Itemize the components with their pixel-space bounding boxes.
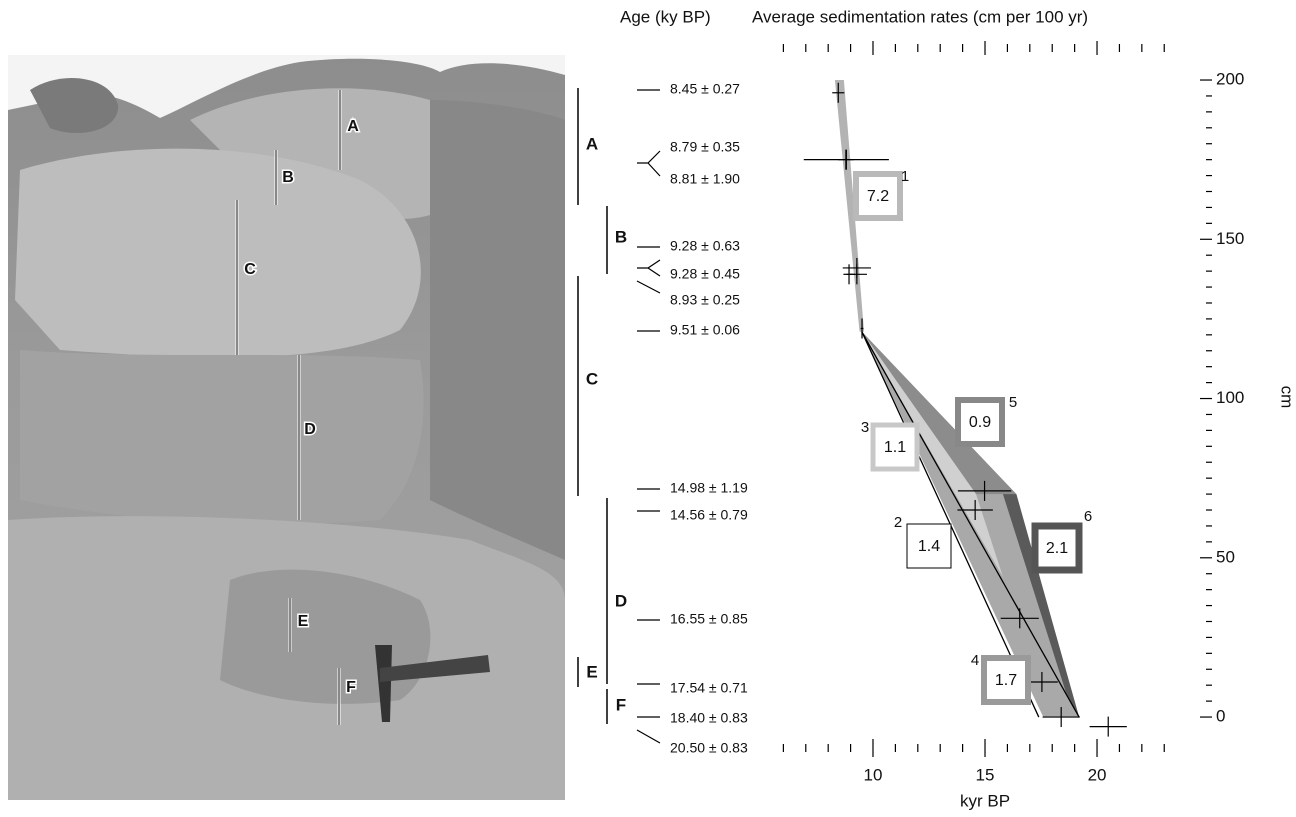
- rate-region: [1002, 494, 1080, 718]
- chart-title: Average sedimentation rates (cm per 100 …: [752, 7, 1088, 26]
- y-tick-label: 50: [1216, 547, 1235, 566]
- unit-label: F: [616, 695, 626, 714]
- age-label: 8.81 ± 1.90: [670, 171, 740, 187]
- x-tick-label: 20: [1088, 765, 1107, 784]
- unit-label: C: [586, 369, 598, 388]
- photo: [8, 55, 565, 800]
- rate-box: [853, 171, 903, 221]
- photo-label: E: [298, 613, 309, 630]
- age-label: 14.98 ± 1.19: [670, 480, 748, 496]
- age-label: 14.56 ± 0.79: [670, 507, 748, 523]
- photo-label: A: [347, 118, 359, 135]
- y-tick-label: 200: [1216, 70, 1244, 89]
- rate-box: [1031, 522, 1083, 574]
- connector: [636, 89, 661, 744]
- hammer-handle: [380, 655, 490, 682]
- rate-id: 3: [861, 419, 869, 436]
- photo-label: B: [282, 169, 294, 186]
- unit-label: B: [615, 227, 627, 246]
- x-tick-label: 10: [864, 765, 883, 784]
- rate-box: [981, 655, 1031, 705]
- rock: [15, 148, 421, 358]
- sky: [8, 55, 565, 118]
- photo-label: C: [244, 261, 256, 278]
- age-heading: Age (ky BP): [620, 7, 711, 26]
- x-tick-label: 15: [976, 765, 995, 784]
- rock: [430, 100, 565, 560]
- rate-region: [861, 331, 1017, 495]
- age-label: 16.55 ± 0.85: [670, 611, 748, 627]
- y-tick-label: 100: [1216, 388, 1244, 407]
- rock: [190, 88, 460, 219]
- unit-label: D: [615, 591, 627, 610]
- rate-value: 1.4: [918, 538, 940, 555]
- rate-value: 7.2: [867, 188, 889, 205]
- y-axis-label: cm: [1278, 386, 1296, 409]
- section-bars: [577, 88, 608, 724]
- photo-labels: A B C D E F: [235, 90, 361, 725]
- rate-line: [861, 331, 1080, 718]
- age-label: 9.28 ± 0.45: [670, 266, 740, 282]
- rate-box: [955, 397, 1005, 447]
- rock: [20, 350, 424, 524]
- age-label: 9.51 ± 0.06: [670, 322, 740, 338]
- unit-label: A: [586, 134, 598, 153]
- age-label: 20.50 ± 0.83: [670, 740, 748, 756]
- y-tick-label: 0: [1216, 707, 1225, 726]
- rate-id: 6: [1084, 508, 1092, 525]
- rate-value: 0.9: [969, 414, 991, 431]
- rate-region: [861, 331, 1003, 577]
- age-label: 8.79 ± 0.35: [670, 139, 740, 155]
- rock: [30, 78, 119, 134]
- rate-id: 4: [971, 652, 979, 669]
- unit-label: E: [586, 662, 597, 681]
- hammer-head: [375, 645, 392, 722]
- rate-id: 5: [1009, 394, 1017, 411]
- rate-id: 1: [901, 168, 909, 185]
- rate-id: 2: [894, 514, 902, 531]
- photo-label: F: [346, 679, 356, 696]
- y-tick-label: 150: [1216, 229, 1244, 248]
- rate-box: [870, 422, 920, 472]
- age-label: 17.54 ± 0.71: [670, 680, 748, 696]
- age-label: 8.45 ± 0.27: [670, 81, 740, 97]
- rate-value: 2.1: [1046, 540, 1068, 557]
- rate-value: 1.7: [995, 672, 1017, 689]
- age-label: 8.93 ± 0.25: [670, 292, 740, 308]
- rate-box: [906, 523, 952, 569]
- age-label: 9.28 ± 0.63: [670, 238, 740, 254]
- age-label: 18.40 ± 0.83: [670, 710, 748, 726]
- rate-value: 1.1: [884, 439, 906, 456]
- x-axis-label: kyr BP: [960, 791, 1010, 810]
- photo-label: D: [304, 421, 316, 438]
- age-connectors: [636, 89, 661, 744]
